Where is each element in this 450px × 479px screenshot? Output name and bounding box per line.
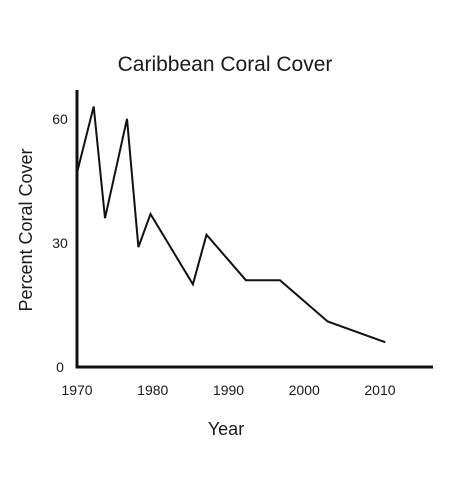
y-tick-label: 0 [56,359,64,375]
plot-area: 1970 1980 1990 2000 2010 0 30 60 [52,90,433,398]
chart-title: Caribbean Coral Cover [118,53,333,76]
x-tick-label: 1990 [213,382,244,398]
x-axis-title: Year [208,419,244,439]
x-tick-label: 1970 [61,382,92,398]
y-tick-label: 60 [52,111,68,127]
y-tick-label: 30 [52,235,68,251]
y-axis-title: Percent Coral Cover [16,148,36,311]
x-tick-label: 1980 [137,382,168,398]
y-axis-title-group: Percent Coral Cover [16,148,36,311]
x-tick-label: 2010 [364,382,395,398]
x-tick-label: 2000 [289,382,320,398]
series-line [76,106,386,344]
